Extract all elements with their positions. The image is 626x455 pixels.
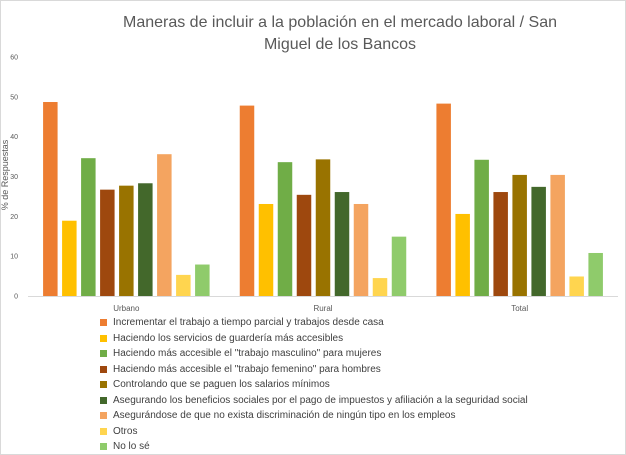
bar [239,105,255,296]
bar [277,162,293,296]
bar [315,159,331,296]
y-tick-label: 60 [10,55,18,62]
bar [588,252,603,296]
legend-label: Haciendo más accesible el "trabajo mascu… [113,348,382,359]
legend-item: Haciendo más accesible el "trabajo femen… [100,362,620,378]
legend-label: Otros [113,425,138,437]
bar [157,154,172,296]
legend-label: Haciendo más accesible el "trabajo femen… [113,363,381,375]
bar [138,183,153,296]
legend-swatch [100,396,107,404]
legend-label: Asegurando los beneficios sociales por e… [113,394,528,406]
legend-item: Haciendo los servicios de guardería más … [100,331,620,347]
bar [493,192,508,296]
legend-swatch [100,350,107,358]
legend: Incrementar el trabajo a tiempo parcial … [100,315,620,455]
x-category-label: Rural [313,304,332,313]
chart-title: Maneras de incluir a la población en el … [122,14,558,53]
legend-label: No lo sé [113,441,150,452]
x-category-label: Urbano [113,304,140,313]
bar [119,185,134,296]
legend-item: Asegurando los beneficios sociales por e… [100,393,620,409]
legend-item: Otros [100,424,620,440]
legend-label: Haciendo los servicios de guardería más … [113,332,344,344]
y-tick-label: 40 [10,134,18,141]
y-tick-label: 20 [10,214,18,221]
y-tick-label: 10 [10,254,18,261]
y-tick-label: 50 [10,94,18,101]
legend-swatch [100,443,107,451]
legend-label: Asegurándose de que no exista discrimina… [113,410,456,421]
y-tick-label: 30 [10,174,18,181]
bar [334,192,350,296]
bar [531,186,546,296]
legend-swatch [100,334,107,342]
legend-swatch [100,427,107,435]
bar [512,174,527,296]
bar [81,158,96,296]
bar [353,203,369,296]
bar [176,274,191,296]
bar [550,174,565,296]
legend-item: Controlando que se paguen los salarios m… [100,377,620,393]
legend-item: Haciendo más accesible el "trabajo mascu… [100,346,620,362]
legend-swatch [100,319,107,327]
bar [296,194,312,296]
legend-swatch [100,365,107,373]
legend-swatch [100,381,107,389]
legend-swatch [100,412,107,420]
bar [43,102,58,297]
bar [258,203,274,296]
bar [455,213,470,296]
bar [372,278,388,296]
legend-item: No lo sé [100,439,620,455]
legend-label: Controlando que se paguen los salarios m… [113,379,330,390]
bar [195,264,210,296]
y-tick-label: 0 [14,294,18,301]
legend-item: Asegurándose de que no exista discrimina… [100,408,620,424]
legend-label: Incrementar el trabajo a tiempo parcial … [113,317,384,328]
bar [62,220,77,296]
bar [391,236,407,296]
bar [436,103,451,296]
bar [100,189,115,296]
legend-item: Incrementar el trabajo a tiempo parcial … [100,315,620,331]
bar [569,276,584,296]
bar [474,159,489,296]
x-category-label: Total [511,304,528,313]
